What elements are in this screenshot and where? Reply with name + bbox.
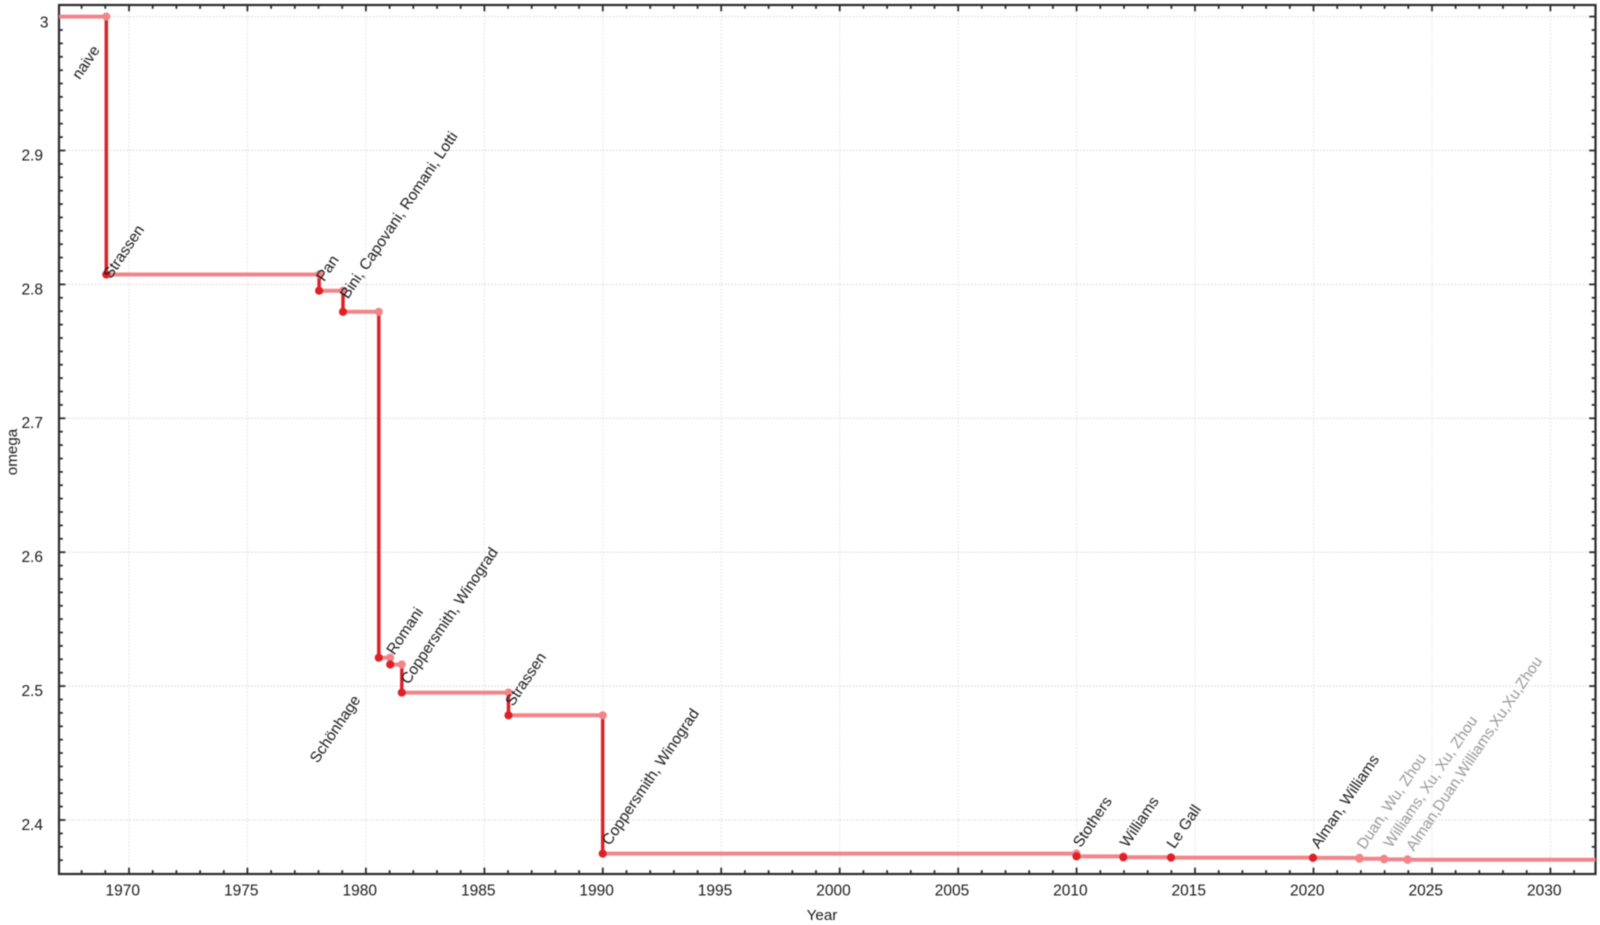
svg-text:1985: 1985 xyxy=(461,883,495,900)
svg-text:3: 3 xyxy=(40,14,49,31)
svg-text:1975: 1975 xyxy=(224,883,258,900)
svg-text:2.9: 2.9 xyxy=(21,147,43,164)
svg-text:2030: 2030 xyxy=(1527,883,1562,900)
svg-text:Year: Year xyxy=(807,907,838,920)
svg-text:2025: 2025 xyxy=(1409,883,1443,900)
svg-text:2.7: 2.7 xyxy=(21,415,43,432)
svg-text:omega: omega xyxy=(4,428,21,475)
svg-text:2000: 2000 xyxy=(816,883,851,900)
svg-text:2.5: 2.5 xyxy=(21,683,43,700)
svg-text:2.4: 2.4 xyxy=(21,817,43,834)
svg-text:2010: 2010 xyxy=(1053,883,1088,900)
svg-text:2015: 2015 xyxy=(1172,883,1206,900)
svg-text:2.8: 2.8 xyxy=(21,281,43,298)
svg-text:2005: 2005 xyxy=(935,883,969,900)
svg-text:1990: 1990 xyxy=(579,883,614,900)
svg-text:1980: 1980 xyxy=(342,883,377,900)
svg-text:2.6: 2.6 xyxy=(21,549,43,566)
svg-text:1995: 1995 xyxy=(698,883,732,900)
svg-text:1970: 1970 xyxy=(106,883,141,900)
svg-text:2020: 2020 xyxy=(1290,883,1325,900)
